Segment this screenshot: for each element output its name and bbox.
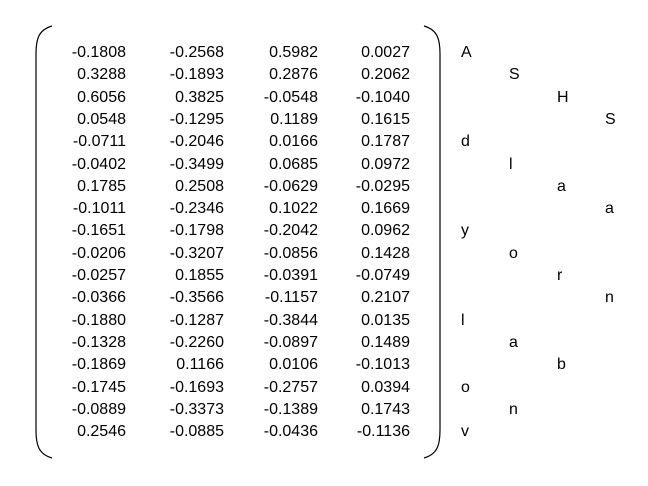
matrix-cell: 0.1615 — [361, 110, 410, 128]
matrix-cell: -0.0206 — [71, 244, 126, 262]
matrix-cell: -0.2346 — [169, 200, 224, 218]
matrix-cell: -0.0749 — [355, 267, 410, 284]
matrix-cell: -0.1295 — [169, 110, 224, 128]
row-label: y — [461, 222, 469, 240]
matrix-cell: -0.3844 — [263, 311, 318, 329]
matrix-cell: -0.0391 — [263, 267, 318, 284]
matrix-cell: -0.1798 — [169, 222, 224, 240]
row-label: a — [605, 200, 614, 218]
matrix-cell: -0.1328 — [71, 333, 126, 351]
row-label: n — [605, 289, 614, 307]
row-label: o — [509, 244, 518, 262]
matrix-cell: -0.1013 — [355, 356, 410, 374]
matrix-cell: -0.0885 — [169, 423, 224, 441]
matrix-cell: 0.0548 — [77, 110, 126, 128]
matrix-cell: -0.0366 — [71, 289, 126, 307]
matrix-cell: 0.1189 — [270, 110, 318, 128]
matrix-cell: -0.1651 — [71, 222, 126, 240]
matrix-cell: -0.0711 — [72, 133, 126, 151]
matrix-cell: -0.1880 — [71, 311, 126, 329]
matrix-cell: 0.1785 — [77, 177, 126, 195]
matrix-cell: -0.0548 — [263, 88, 318, 106]
matrix-cell: -0.0629 — [263, 177, 318, 195]
matrix-cell: -0.2046 — [169, 133, 224, 151]
row-label: A — [461, 44, 472, 61]
matrix-cell: -0.1869 — [71, 356, 126, 374]
row-label: S — [509, 66, 520, 84]
matrix-cell: 0.3288 — [77, 66, 126, 84]
right-bracket — [423, 25, 441, 459]
matrix-cell: 0.1743 — [361, 400, 410, 418]
matrix-cell: -0.1136 — [356, 423, 410, 441]
matrix-cell: -0.3566 — [169, 289, 224, 307]
row-label: v — [461, 423, 469, 441]
matrix-cell: 0.0027 — [361, 44, 410, 61]
matrix-cell: 0.0106 — [269, 356, 318, 374]
matrix-cell: -0.1693 — [169, 378, 224, 396]
matrix-cell: -0.0436 — [263, 423, 318, 441]
matrix-cell: 0.0962 — [361, 222, 410, 240]
row-label: d — [461, 133, 470, 151]
matrix-cell: -0.1389 — [263, 400, 318, 418]
matrix-cell: -0.1040 — [355, 88, 410, 106]
matrix-cell: -0.2568 — [169, 44, 224, 61]
row-label: o — [461, 378, 470, 396]
matrix-cell: 0.1855 — [175, 267, 224, 284]
matrix-cell: -0.0295 — [355, 177, 410, 195]
matrix-cell: -0.2042 — [263, 222, 318, 240]
row-label: a — [509, 333, 518, 351]
row-label: b — [557, 356, 566, 374]
matrix-cell: -0.0402 — [71, 155, 126, 173]
left-bracket — [35, 25, 53, 459]
matrix-cell: 0.0166 — [269, 133, 318, 151]
matrix-cell: -0.3499 — [169, 155, 224, 173]
matrix-cell: -0.3373 — [169, 400, 224, 418]
matrix-cell: 0.5982 — [269, 44, 318, 61]
matrix-cell: -0.2260 — [169, 333, 224, 351]
matrix-cell: 0.3825 — [175, 88, 224, 106]
matrix-cell: 0.1669 — [361, 200, 410, 218]
matrix-cell: -0.1745 — [71, 378, 126, 396]
matrix-cell: -0.1287 — [169, 311, 224, 329]
row-label: a — [557, 177, 566, 195]
matrix-cell: -0.1808 — [71, 44, 126, 61]
matrix-cell: -0.0889 — [71, 400, 126, 418]
row-label: l — [461, 311, 465, 329]
matrix-cell: -0.0856 — [263, 244, 318, 262]
row-label: l — [509, 155, 513, 173]
matrix-cell: -0.0257 — [71, 267, 126, 284]
row-label: r — [557, 267, 563, 284]
matrix-cell: -0.3207 — [169, 244, 224, 262]
matrix-cell: -0.1011 — [72, 200, 126, 218]
matrix-cell: 0.2107 — [361, 289, 410, 307]
matrix-cell: -0.2757 — [263, 378, 318, 396]
matrix-cell: -0.0897 — [263, 333, 318, 351]
matrix-cell: 0.0685 — [269, 155, 318, 173]
matrix-cell: -0.1893 — [169, 66, 224, 84]
matrix-cell: 0.0972 — [361, 155, 410, 173]
matrix-cell: -0.1157 — [264, 289, 318, 307]
row-label: n — [509, 400, 518, 418]
row-label: H — [557, 88, 569, 106]
matrix-cell: 0.1428 — [361, 244, 410, 262]
matrix-cell: 0.1022 — [269, 200, 318, 218]
matrix-cell: 0.2876 — [269, 66, 318, 84]
matrix-cell: 0.2508 — [175, 177, 224, 195]
matrix-cell: 0.1787 — [361, 133, 410, 151]
matrix-cell: 0.1489 — [361, 333, 410, 351]
matrix-cell: 0.2062 — [361, 66, 410, 84]
matrix-cell: 0.1166 — [176, 356, 224, 374]
matrix-cell: 0.0394 — [361, 378, 410, 396]
matrix-cell: 0.6056 — [77, 88, 126, 106]
matrix-cell: 0.2546 — [77, 423, 126, 441]
matrix-cell: 0.0135 — [361, 311, 410, 329]
row-label: S — [605, 110, 616, 128]
